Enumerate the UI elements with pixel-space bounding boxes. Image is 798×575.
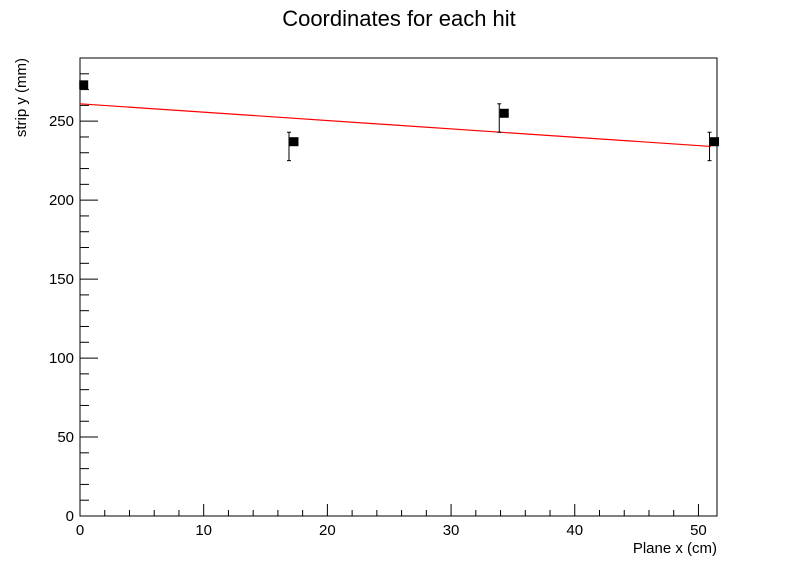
y-tick-label: 150 — [49, 271, 74, 288]
x-tick-label: 30 — [443, 522, 460, 539]
y-axis: 0 50 100 150 200 250 — [49, 57, 98, 525]
y-axis-label: strip y (mm) — [13, 58, 30, 137]
x-tick-label: 0 — [76, 522, 84, 539]
plot-frame — [79, 57, 718, 517]
plot-area — [79, 80, 720, 162]
x-tick-label: 50 — [690, 522, 707, 539]
y-tick-label: 250 — [49, 113, 74, 130]
y-tick-label: 0 — [66, 508, 74, 525]
y-tick-label: 200 — [49, 192, 74, 209]
data-point — [710, 137, 720, 147]
y-tick-label: 100 — [49, 350, 74, 367]
x-axis-label: Plane x (cm) — [633, 540, 717, 557]
x-tick-label: 20 — [319, 522, 336, 539]
y-tick-label: 50 — [57, 429, 74, 446]
chart-title: Coordinates for each hit — [282, 6, 516, 31]
x-axis: 0 10 20 30 40 50 — [76, 504, 707, 539]
data-point — [499, 108, 509, 118]
x-tick-label: 40 — [566, 522, 583, 539]
data-point — [289, 137, 299, 147]
x-tick-label: 10 — [195, 522, 212, 539]
data-point — [79, 80, 89, 90]
fit-line — [79, 103, 711, 148]
